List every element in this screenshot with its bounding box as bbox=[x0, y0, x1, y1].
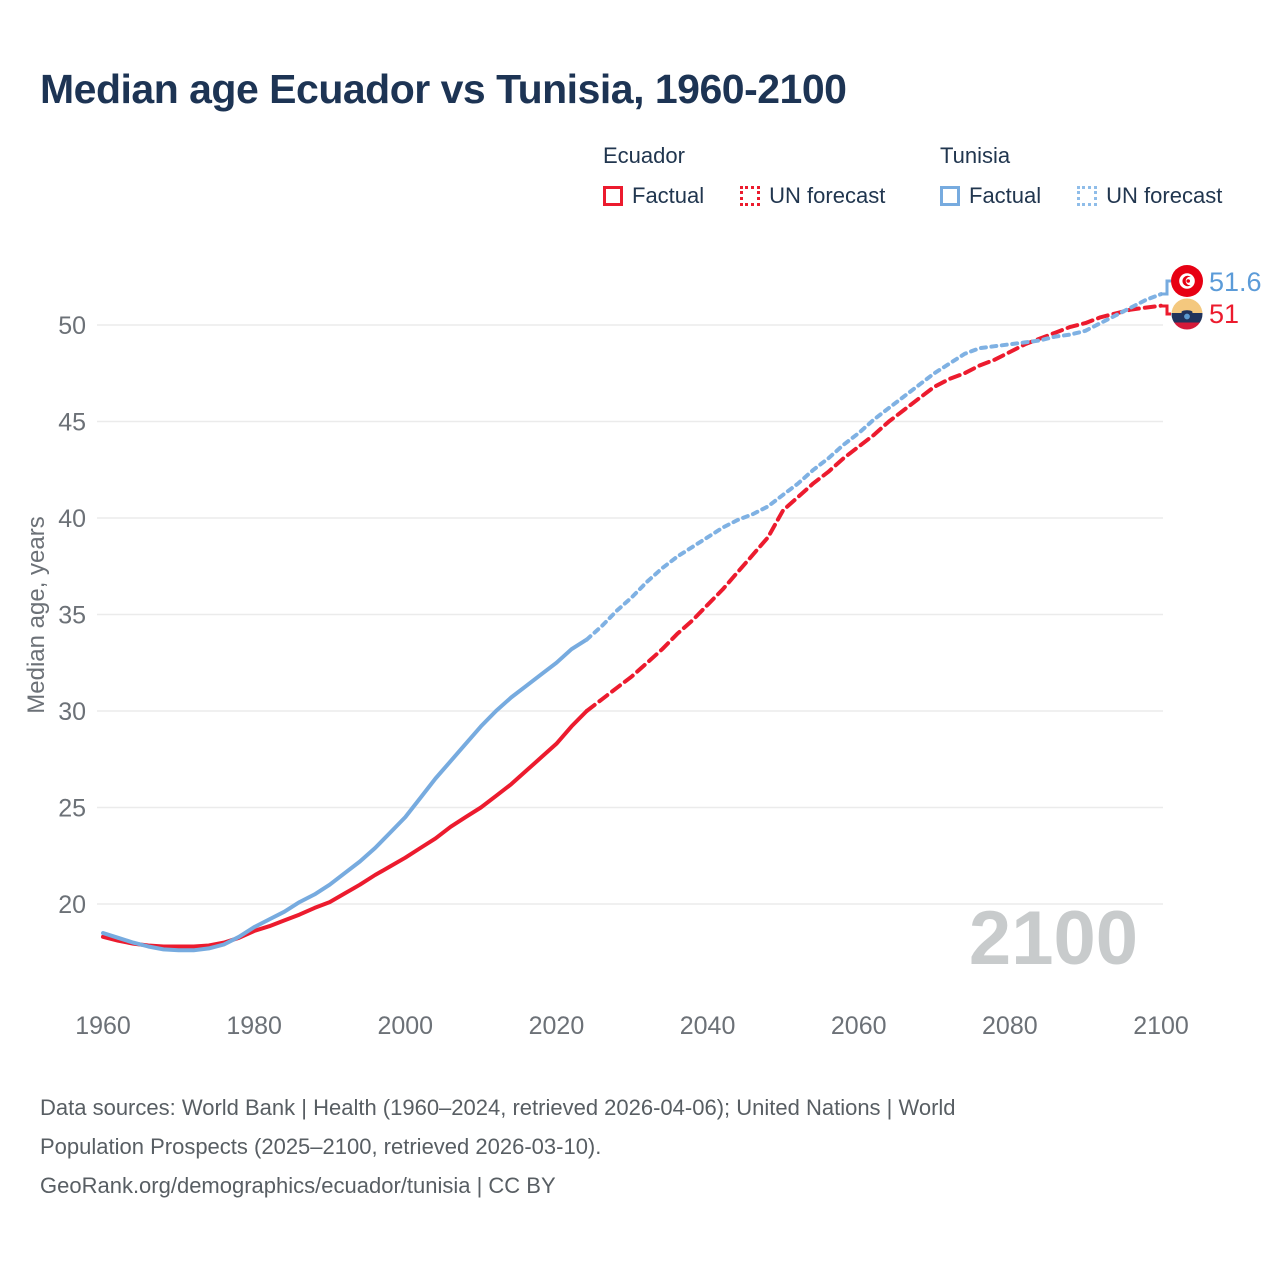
tunisia-end-value: 51.6 bbox=[1209, 267, 1262, 297]
source-attribution: Data sources: World Bank | Health (1960–… bbox=[40, 1088, 956, 1205]
series-tunisia-un-forecast bbox=[584, 292, 1163, 642]
source-line-3: GeoRank.org/demographics/ecuador/tunisia… bbox=[40, 1173, 556, 1198]
legend-tunisia-title: Tunisia bbox=[940, 143, 1011, 168]
x-tick-label: 2020 bbox=[529, 1012, 585, 1040]
tunisia-leader-line bbox=[1161, 279, 1171, 296]
ecuador-factual-swatch-icon bbox=[603, 186, 623, 206]
gridlines bbox=[97, 324, 1163, 905]
legend-item-tunisia-factual[interactable]: Factual bbox=[940, 183, 1041, 209]
y-tick-label: 45 bbox=[58, 409, 86, 437]
legend-label: UN forecast bbox=[1106, 183, 1223, 208]
ecuador-flag-icon bbox=[1171, 298, 1203, 330]
y-axis-title: Median age, years bbox=[23, 516, 50, 713]
legend-label: UN forecast bbox=[769, 183, 886, 208]
x-tick-label: 1980 bbox=[226, 1012, 282, 1040]
tunisia-forecast-swatch-icon bbox=[1077, 186, 1098, 206]
legend-ecuador-title: Ecuador bbox=[603, 143, 685, 168]
y-tick-label: 35 bbox=[58, 602, 86, 630]
legend-label: Factual bbox=[969, 183, 1042, 208]
x-tick-label: 2000 bbox=[377, 1012, 433, 1040]
y-axis-tick-labels: 20 25 30 35 40 45 50 bbox=[58, 312, 86, 919]
legend-label: Factual bbox=[632, 183, 705, 208]
series-ecuador-factual bbox=[101, 709, 589, 949]
source-line-2: Population Prospects (2025–2100, retriev… bbox=[40, 1134, 602, 1159]
ecuador-end-value: 51 bbox=[1209, 299, 1239, 329]
series-tunisia-factual bbox=[101, 637, 589, 953]
legend-group-ecuador: Ecuador Factual UN forecast bbox=[603, 143, 911, 209]
legend-item-ecuador-factual[interactable]: Factual bbox=[603, 183, 704, 209]
tunisia-factual-swatch-icon bbox=[940, 186, 960, 206]
page-title: Median age Ecuador vs Tunisia, 1960-2100 bbox=[40, 66, 847, 112]
x-tick-label: 2060 bbox=[831, 1012, 887, 1040]
x-tick-label: 2100 bbox=[1133, 1012, 1189, 1040]
x-tick-label: 1960 bbox=[75, 1012, 131, 1040]
y-tick-label: 40 bbox=[58, 505, 86, 533]
y-tick-label: 25 bbox=[58, 795, 86, 823]
series-lines bbox=[101, 292, 1163, 953]
y-tick-label: 50 bbox=[58, 312, 86, 340]
x-tick-label: 2040 bbox=[680, 1012, 736, 1040]
source-line-1: Data sources: World Bank | Health (1960–… bbox=[40, 1095, 956, 1120]
median-age-chart: 20 25 30 35 40 45 50 1960 1980 2000 2020 2040 2060 2… bbox=[23, 265, 1262, 1040]
tunisia-flag-icon bbox=[1171, 265, 1203, 297]
series-ecuador-un-forecast bbox=[584, 303, 1163, 713]
x-axis-tick-labels: 1960 1980 2000 2020 2040 2060 2080 2100 bbox=[75, 1012, 1189, 1040]
watermark-year: 2100 bbox=[969, 896, 1138, 981]
y-tick-label: 30 bbox=[58, 698, 86, 726]
x-tick-label: 2080 bbox=[982, 1012, 1038, 1040]
legend-item-ecuador-forecast[interactable]: UN forecast bbox=[740, 183, 885, 209]
y-tick-label: 20 bbox=[58, 891, 86, 919]
ecuador-leader-line bbox=[1161, 304, 1171, 316]
legend-item-tunisia-forecast[interactable]: UN forecast bbox=[1077, 183, 1222, 209]
legend-group-tunisia: Tunisia Factual UN forecast bbox=[940, 143, 1248, 209]
ecuador-forecast-swatch-icon bbox=[740, 186, 761, 206]
